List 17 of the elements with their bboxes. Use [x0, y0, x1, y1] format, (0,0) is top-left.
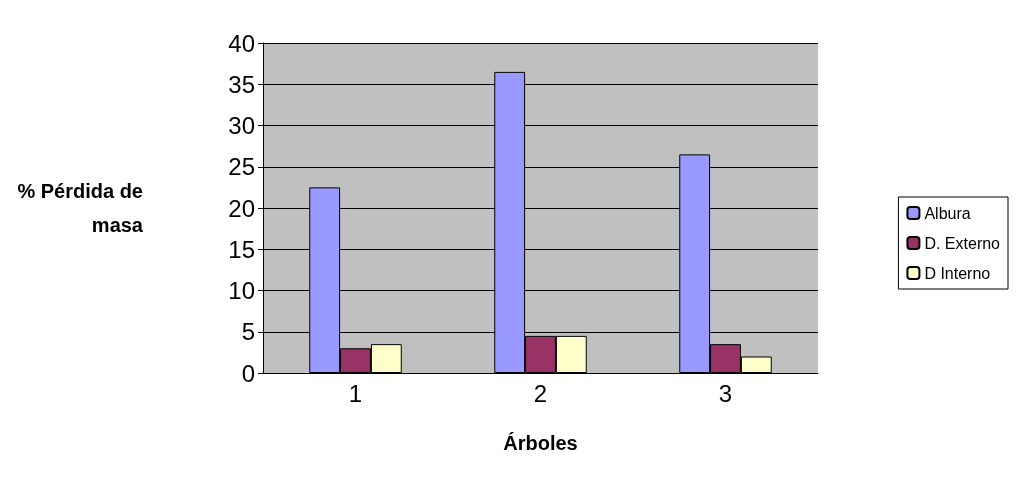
x-axis-title: Árboles — [503, 432, 578, 454]
y-tick-label: 40 — [228, 29, 255, 57]
y-tick-label: 10 — [228, 277, 255, 304]
y-tick-label: 5 — [241, 318, 255, 346]
y-tick-label: 0 — [241, 359, 255, 387]
legend-label: D Interno — [924, 264, 991, 282]
y-tick-label: 30 — [228, 112, 255, 139]
x-tick-label: 2 — [533, 379, 548, 407]
x-tick-label: 3 — [718, 379, 733, 407]
x-tick-label: 1 — [348, 379, 363, 407]
y-tick-label: 15 — [228, 235, 255, 263]
y-tick-label: 25 — [228, 153, 255, 181]
y-tick-label: 20 — [228, 194, 255, 222]
legend-label: Albura — [924, 204, 971, 222]
y-axis-title: % Pérdida de masa — [17, 180, 144, 236]
legend-label: D. Externo — [924, 234, 1001, 252]
y-tick-label: 35 — [228, 70, 255, 98]
